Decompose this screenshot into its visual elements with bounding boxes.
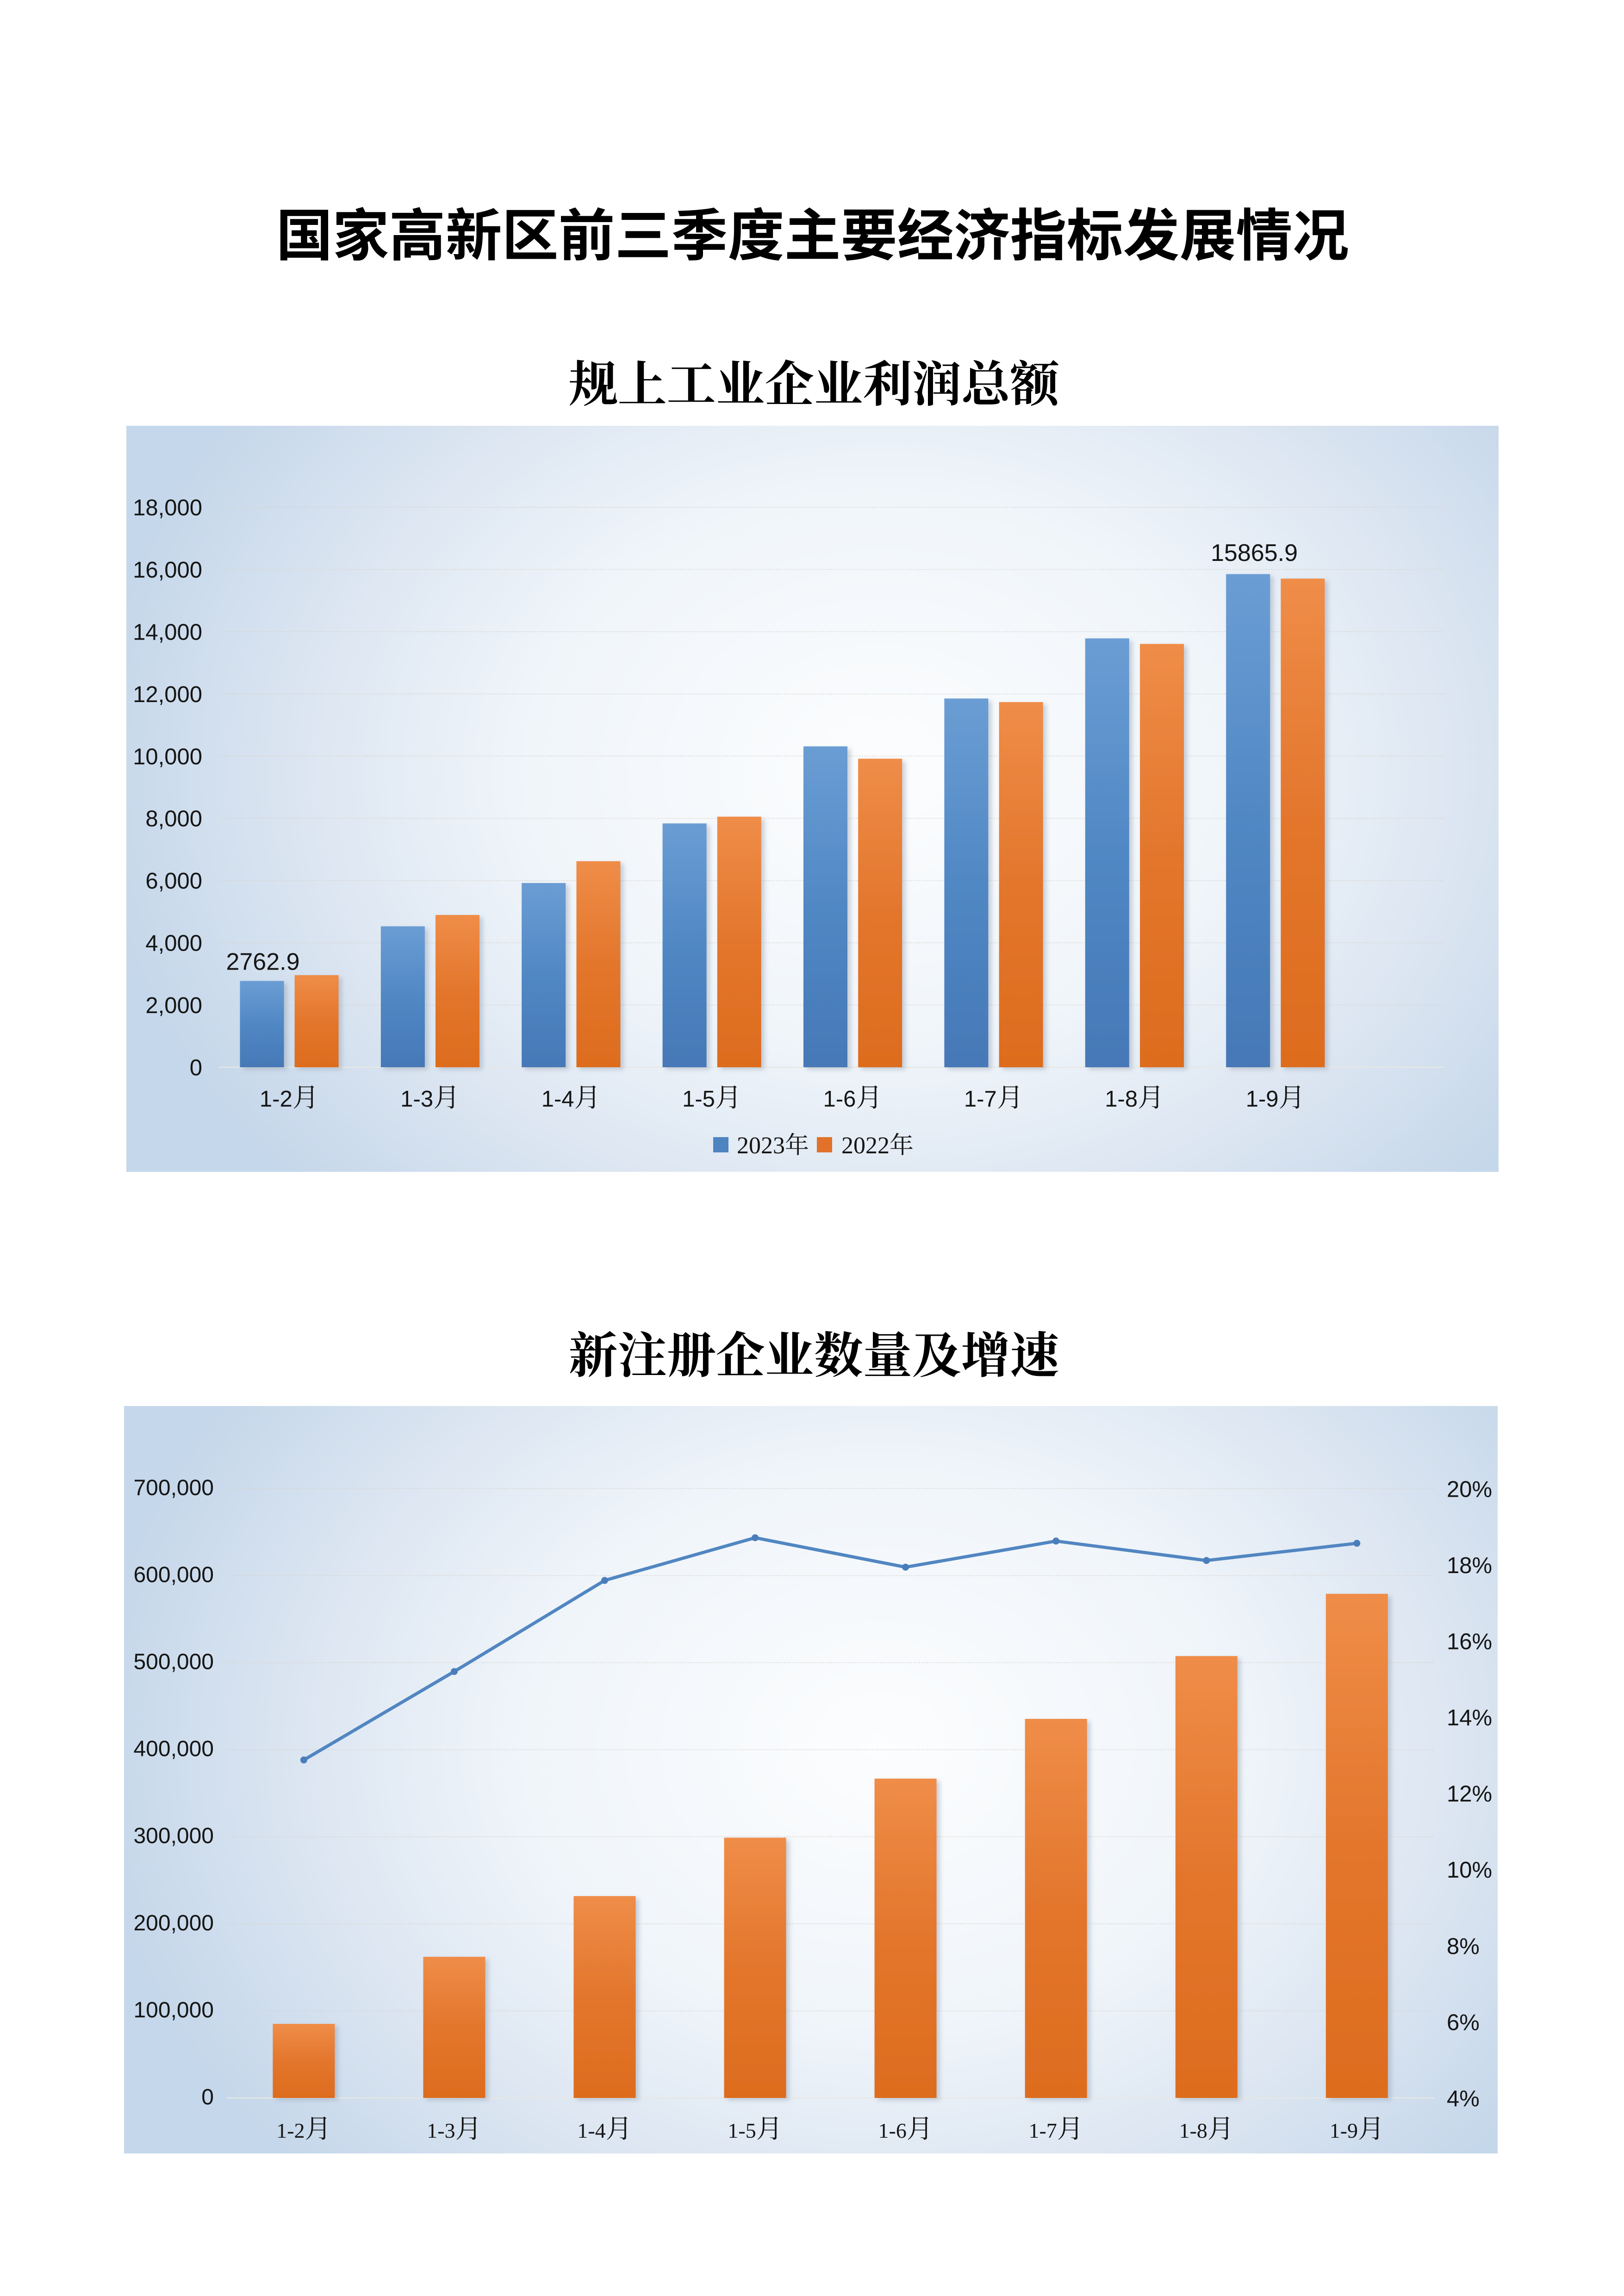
svg-text:1-3: 1-3 <box>400 1087 433 1112</box>
svg-text:1-6: 1-6 <box>878 2119 907 2142</box>
svg-text:0: 0 <box>190 1056 202 1081</box>
svg-text:1-7: 1-7 <box>964 1087 997 1112</box>
svg-text:2762.9: 2762.9 <box>226 949 299 976</box>
svg-text:0: 0 <box>201 2085 214 2109</box>
svg-text:8,000: 8,000 <box>145 807 202 832</box>
svg-text:1-6: 1-6 <box>823 1087 856 1112</box>
svg-text:200,000: 200,000 <box>133 1911 214 1935</box>
svg-text:14%: 14% <box>1447 1705 1492 1730</box>
svg-text:16,000: 16,000 <box>133 558 202 583</box>
svg-text:600,000: 600,000 <box>133 1562 214 1587</box>
svg-text:1-7: 1-7 <box>1029 2119 1057 2142</box>
svg-text:4%: 4% <box>1447 2086 1480 2111</box>
svg-text:2022: 2022 <box>841 1132 890 1159</box>
svg-text:2,000: 2,000 <box>145 993 202 1018</box>
svg-text:10%: 10% <box>1447 1858 1492 1883</box>
svg-text:18%: 18% <box>1447 1553 1492 1578</box>
svg-text:300,000: 300,000 <box>133 1824 214 1848</box>
svg-text:1-2: 1-2 <box>260 1087 292 1112</box>
svg-text:1-4: 1-4 <box>541 1087 574 1112</box>
svg-text:1-8: 1-8 <box>1179 2119 1207 2142</box>
svg-text:10,000: 10,000 <box>133 744 202 769</box>
svg-text:4,000: 4,000 <box>145 931 202 956</box>
svg-text:16%: 16% <box>1447 1630 1492 1655</box>
svg-text:2023: 2023 <box>737 1132 785 1159</box>
svg-text:100,000: 100,000 <box>133 1998 214 2022</box>
svg-text:1-5: 1-5 <box>728 2119 756 2142</box>
svg-text:1-9: 1-9 <box>1246 1087 1279 1112</box>
svg-text:1-3: 1-3 <box>427 2119 455 2142</box>
svg-text:14,000: 14,000 <box>133 620 202 645</box>
svg-text:18,000: 18,000 <box>133 496 202 521</box>
svg-text:6,000: 6,000 <box>145 869 202 894</box>
svg-text:12%: 12% <box>1447 1782 1492 1807</box>
svg-text:1-9: 1-9 <box>1330 2119 1358 2142</box>
svg-text:400,000: 400,000 <box>133 1737 214 1761</box>
svg-text:1-2: 1-2 <box>276 2119 305 2142</box>
svg-text:1-5: 1-5 <box>682 1087 715 1112</box>
svg-text:6%: 6% <box>1447 2010 1480 2035</box>
svg-text:15865.9: 15865.9 <box>1211 540 1298 566</box>
svg-text:1-4: 1-4 <box>577 2119 605 2142</box>
svg-text:500,000: 500,000 <box>133 1650 214 1674</box>
svg-text:12,000: 12,000 <box>133 682 202 707</box>
svg-text:20%: 20% <box>1447 1477 1492 1502</box>
svg-text:8%: 8% <box>1447 1934 1480 1959</box>
svg-text:700,000: 700,000 <box>133 1475 214 1500</box>
svg-text:1-8: 1-8 <box>1105 1087 1138 1112</box>
